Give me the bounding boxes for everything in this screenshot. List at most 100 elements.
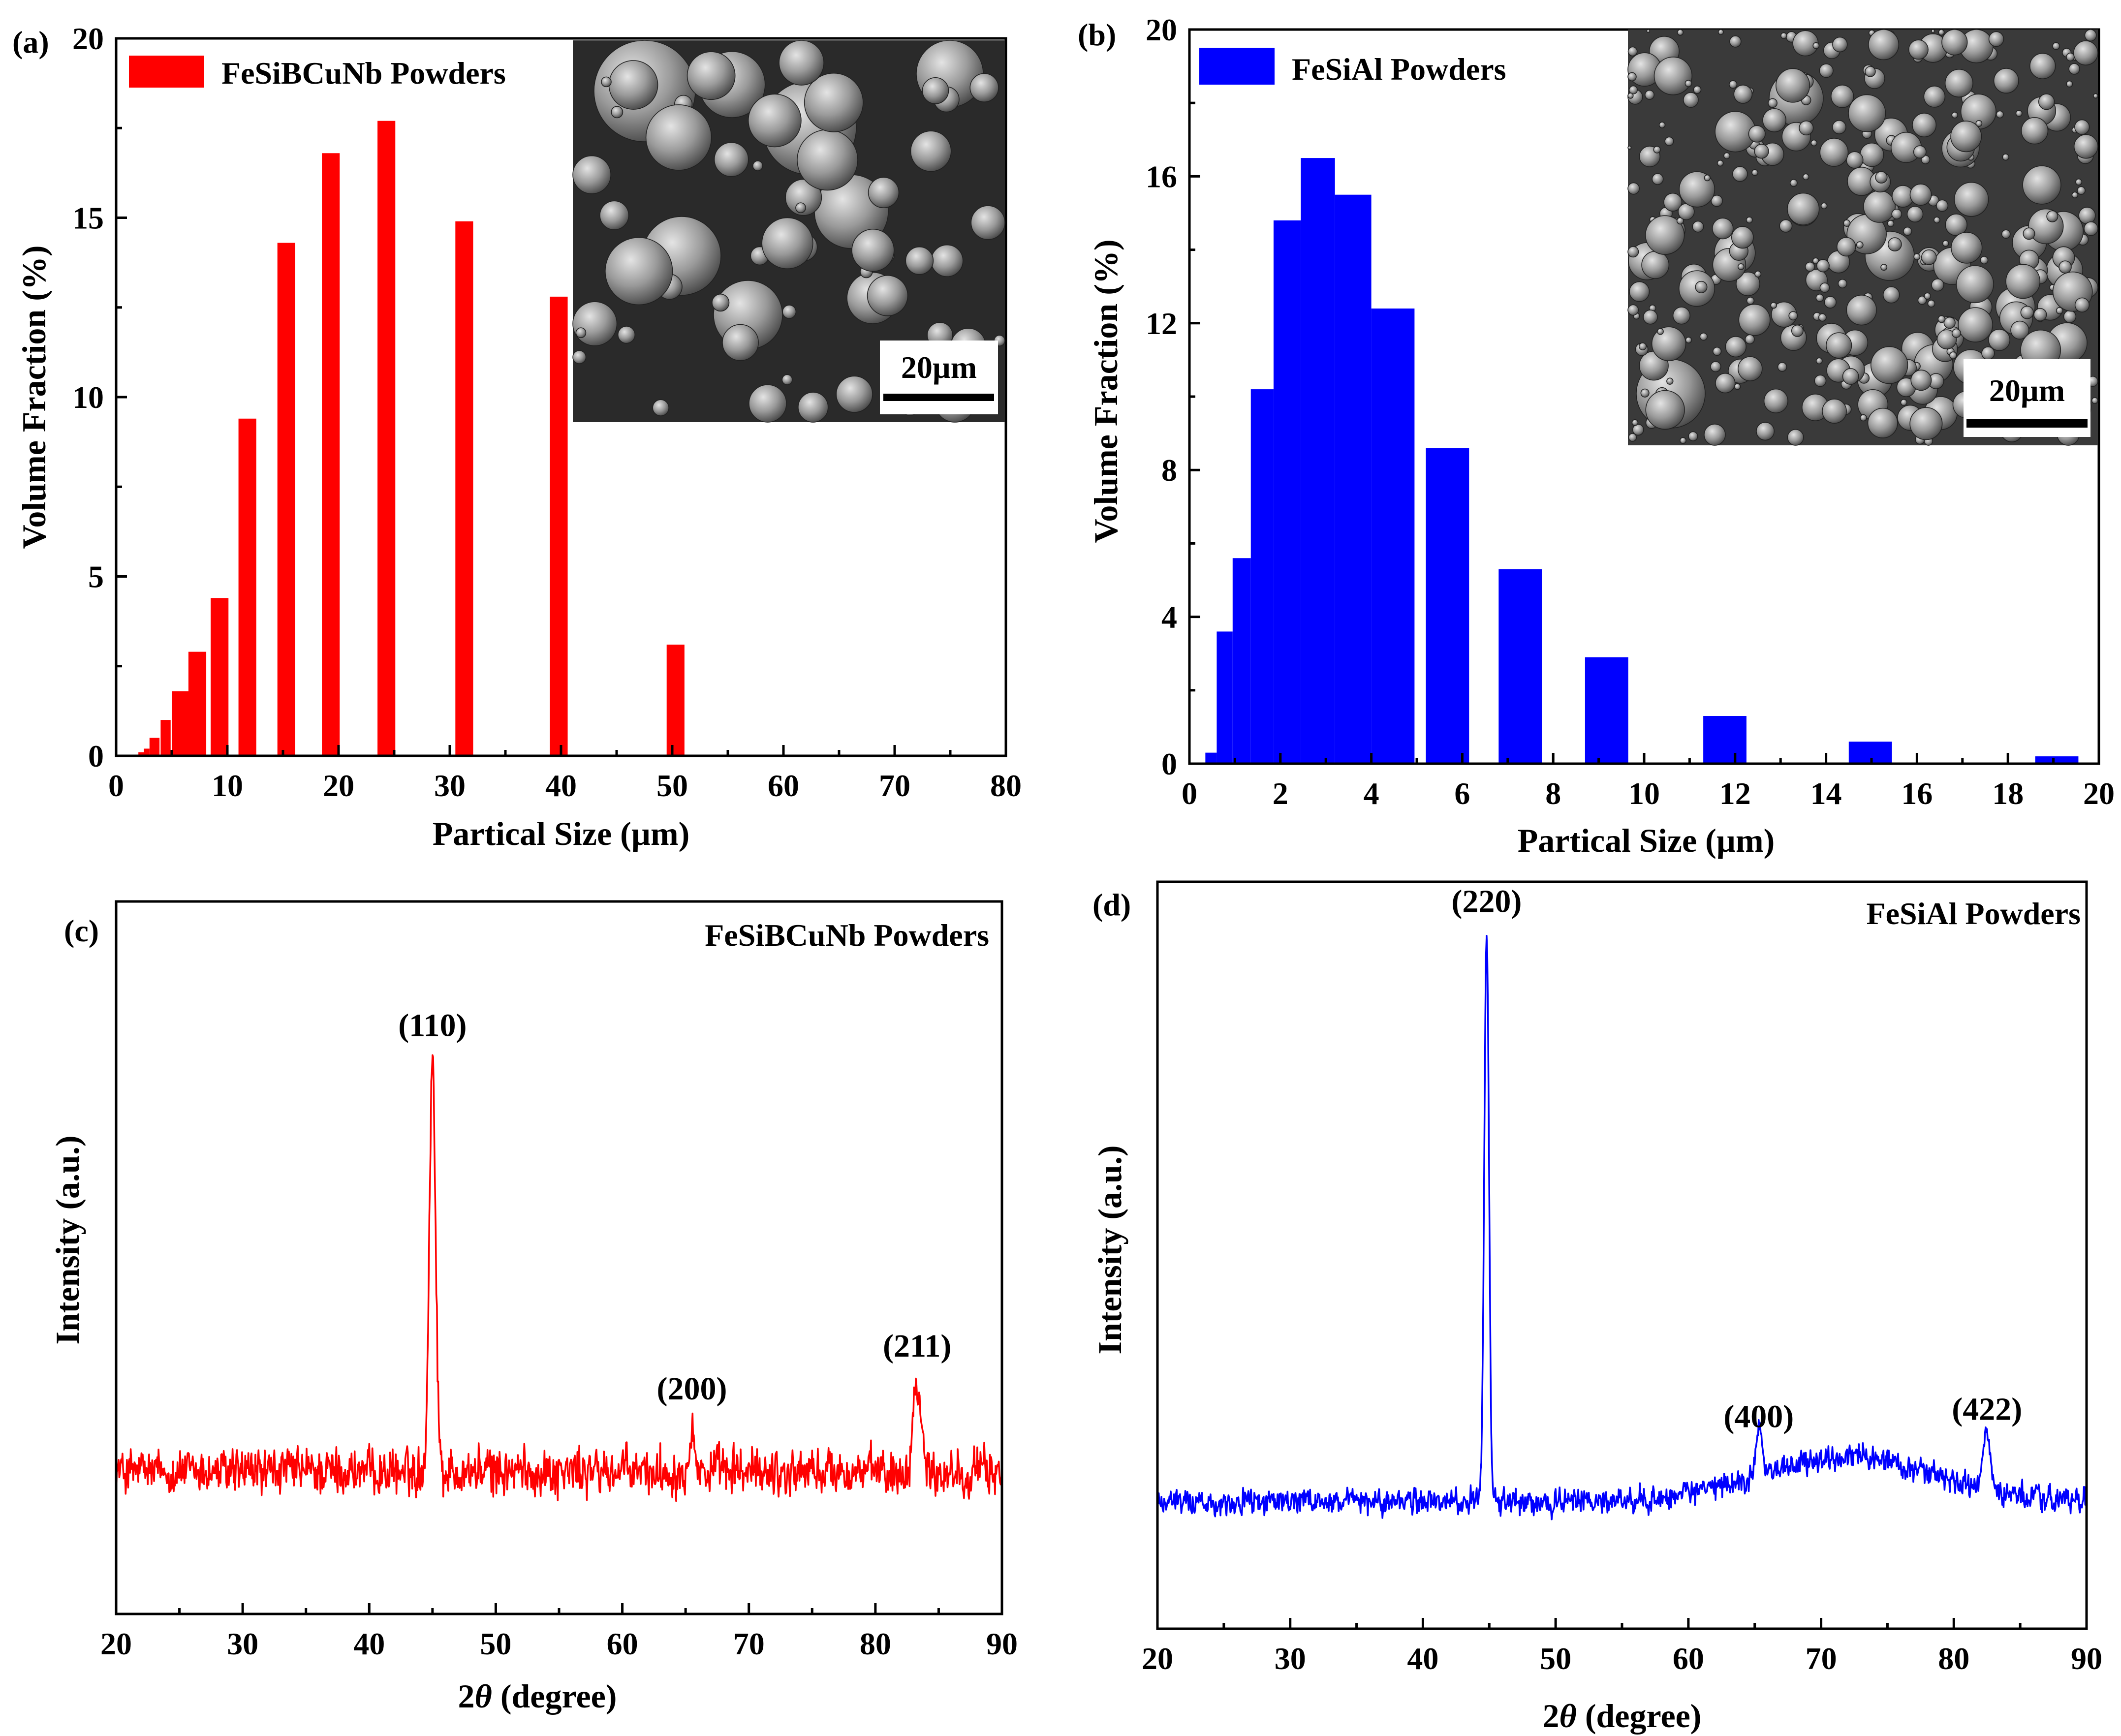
panel-a-scale-bar	[883, 394, 994, 401]
powder-particle	[2091, 397, 2098, 404]
powder-particle	[2074, 119, 2090, 135]
panel-d-legend-text: FeSiAl Powders	[1867, 896, 2081, 931]
powder-particle	[1816, 259, 1830, 273]
panel-a-bar-2	[149, 738, 160, 756]
panel-c-xtick-label-7: 90	[986, 1626, 1018, 1661]
panel-d-xtick-label-0: 20	[1142, 1641, 1173, 1676]
powder-particle	[1812, 42, 1820, 49]
panel-a-bar-13	[666, 645, 685, 756]
powder-particle	[1956, 265, 1994, 304]
powder-particle	[2073, 134, 2098, 159]
powder-particle	[2077, 186, 2086, 195]
powder-particle	[2084, 221, 2098, 236]
powder-particle	[714, 142, 749, 177]
powder-particle	[652, 399, 669, 416]
panel-b-scale-bar-label: 20µm	[1989, 373, 2065, 408]
panel-a-legend-swatch	[129, 56, 204, 88]
powder-particle	[599, 200, 629, 230]
powder-particle	[2021, 117, 2049, 145]
powder-particle	[1631, 419, 1639, 426]
powder-particle	[1924, 292, 1931, 300]
powder-particle	[1863, 190, 1896, 223]
powder-particle	[1988, 31, 2004, 47]
panel-a-yticks: 0 5 10 15 20	[72, 21, 127, 774]
panel-b-xtick-label-9: 18	[1992, 776, 2024, 811]
panel-a-xtick-label-4: 40	[545, 768, 577, 803]
panel-a-ytick-label-3: 15	[72, 201, 104, 236]
powder-particle	[1716, 159, 1724, 167]
powder-particle	[1805, 262, 1815, 272]
panel-b-bar-0	[1205, 752, 1217, 764]
panel-a-label: (a)	[12, 25, 49, 60]
powder-particle	[1768, 98, 1778, 108]
powder-particle	[1680, 437, 1686, 444]
powder-particle	[1875, 171, 1888, 184]
powder-particle	[1653, 57, 1693, 95]
powder-particle	[1725, 336, 1747, 358]
powder-particle	[1913, 253, 1921, 260]
powder-particle	[1802, 173, 1809, 181]
panel-b-bar-10	[1585, 657, 1628, 764]
panel-d-peak-labels: (220) (400) (422)	[1451, 883, 2022, 1434]
panel-b-xtick-label-1: 2	[1273, 776, 1288, 811]
panel-a-ytick-label-2: 10	[72, 380, 104, 415]
panel-d-xtick-label-2: 40	[1407, 1641, 1438, 1676]
powder-particle	[1734, 383, 1741, 390]
powder-particle	[2078, 207, 2096, 224]
powder-particle	[1748, 125, 1766, 143]
panel-a-ytick-label-0: 0	[88, 739, 104, 774]
panel-a-sem-inset: 20µm	[572, 40, 1005, 423]
powder-particle	[1819, 138, 1849, 167]
panel-a-bar-10	[377, 121, 396, 756]
panel-a-bar-12	[550, 296, 568, 756]
powder-particle	[795, 202, 806, 214]
powder-particle	[601, 76, 612, 88]
powder-particle	[572, 301, 618, 346]
powder-particle	[1887, 220, 1895, 227]
panel-a-sem-particles	[572, 40, 1005, 423]
powder-particle	[1820, 202, 1828, 210]
panel-b-xtick-label-8: 16	[1901, 776, 1933, 811]
powder-particle	[797, 129, 858, 191]
powder-particle	[2074, 297, 2090, 312]
powder-particle	[1641, 251, 1670, 279]
powder-particle	[1887, 237, 1902, 251]
panel-a-xtick-label-0: 0	[108, 768, 124, 803]
powder-particle	[1832, 36, 1848, 53]
panel-d-peak-label-2: (422)	[1952, 1392, 2022, 1427]
powder-particle	[798, 392, 829, 423]
powder-particle	[2028, 208, 2064, 245]
powder-particle	[868, 177, 900, 209]
powder-particle	[1779, 219, 1793, 233]
powder-particle	[1627, 246, 1639, 258]
panel-b-bar-9	[1498, 569, 1542, 764]
powder-particle	[1980, 256, 1989, 265]
powder-particle	[1627, 93, 1634, 99]
powder-particle	[1787, 429, 1804, 446]
powder-particle	[2020, 306, 2034, 319]
powder-particle	[1677, 29, 1684, 36]
powder-particle	[1993, 68, 2019, 94]
powder-particle	[1683, 92, 1699, 108]
panel-b-xtick-label-10: 20	[2083, 776, 2115, 811]
panel-a-bar-6	[211, 598, 229, 756]
panel-c-peak-label-0: (110)	[398, 1008, 467, 1044]
panel-b-bar-13	[2035, 756, 2079, 764]
powder-particle	[1666, 377, 1674, 385]
panel-a-bar-4	[172, 691, 190, 756]
panel-c-xtick-label-6: 80	[860, 1626, 891, 1661]
powder-particle	[1831, 85, 1854, 108]
panel-d-xtick-label-6: 80	[1938, 1641, 1969, 1676]
powder-particle	[605, 237, 673, 306]
powder-particle	[749, 384, 787, 423]
panel-d-xtick-label-7: 90	[2071, 1641, 2102, 1676]
powder-particle	[1921, 155, 1931, 164]
panel-b-label: (b)	[1078, 17, 1116, 52]
powder-particle	[1832, 120, 1846, 134]
powder-particle	[1936, 329, 1957, 350]
panel-a-xticks: 0 10 20 30 40 50 60 70 80	[108, 745, 1022, 803]
powder-particle	[608, 60, 658, 110]
powder-particle	[1729, 35, 1742, 48]
powder-particle	[1736, 272, 1760, 296]
panel-a-bar-9	[322, 153, 340, 756]
